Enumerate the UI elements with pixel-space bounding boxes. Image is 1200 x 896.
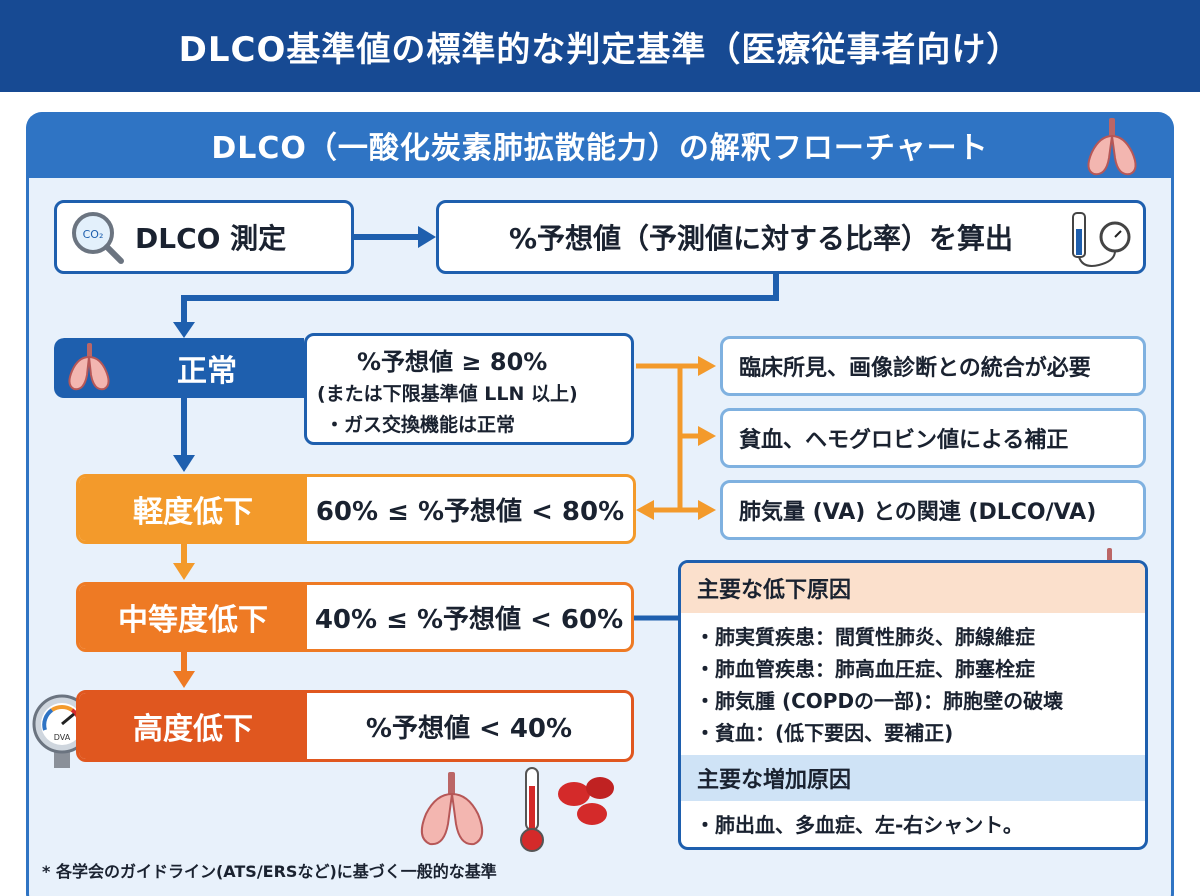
note-anemia: 貧血、ヘモグロビン値による補正 — [720, 408, 1146, 468]
increase-causes-list: ・肺出血、多血症、左-右シャント。 — [681, 801, 1145, 847]
grade-severe-value: %予想値 < 40% — [365, 713, 573, 744]
list-item: ・貧血：(低下要因、要補正) — [695, 721, 954, 745]
decrease-causes-title: 主要な低下原因 — [681, 563, 1145, 613]
grade-mild-value: 60% ≤ %予想値 < 80% — [315, 496, 625, 527]
blood-cells-icon-bottom — [558, 777, 614, 825]
note-va: 肺気量 (VA) との関連 (DLCO/VA) — [720, 480, 1146, 540]
branch-to-notes — [636, 356, 716, 520]
page-header: DLCO基準値の標準的な判定基準（医療従事者向け） — [0, 0, 1200, 92]
grade-moderate-label: 中等度低下 — [79, 585, 307, 649]
arrow-mild-to-moderate — [173, 543, 195, 580]
grade-moderate: 中等度低下 40% ≤ %予想値 < 60% — [76, 582, 634, 652]
grade-mild-label: 軽度低下 — [79, 477, 307, 541]
list-item: ・肺実質疾患：間質性肺炎、肺線維症 — [695, 625, 1035, 649]
grade-moderate-value: 40% ≤ %予想値 < 60% — [314, 604, 624, 635]
panel-title: DLCO（一酸化炭素肺拡散能力）の解釈フローチャート — [211, 131, 989, 166]
lungs-icon-normal — [68, 343, 110, 391]
co2-label: CO₂ — [83, 228, 104, 241]
note-va-text: 肺気量 (VA) との関連 (DLCO/VA) — [739, 500, 1097, 525]
decrease-causes-list: ・肺実質疾患：間質性肺炎、肺線維症 ・肺血管疾患：肺高血圧症、肺塞栓症 ・肺気腫… — [681, 613, 1145, 755]
note-clinical-text: 臨床所見、画像診断との統合が必要 — [739, 356, 1091, 381]
arrow-measure-to-calc — [354, 226, 436, 248]
arrow-calc-to-normal — [173, 274, 779, 338]
grade-normal-label: 正常 — [177, 354, 237, 389]
grade-severe-label: 高度低下 — [79, 693, 307, 759]
arrow-moderate-to-severe — [173, 650, 195, 688]
grade-severe: 高度低下 %予想値 < 40% — [76, 690, 634, 762]
footnote: * 各学会のガイドライン(ATS/ERSなど)に基づく一般的な基準 — [42, 862, 497, 881]
grade-normal-line-2: (または下限基準値 LLN 以上) — [317, 382, 578, 405]
note-anemia-text: 貧血、ヘモグロビン値による補正 — [739, 428, 1069, 453]
measure-label: DLCO 測定 — [135, 222, 287, 255]
measure-box: CO₂ DLCO 測定 — [54, 200, 354, 274]
meter-icon — [1072, 212, 1131, 267]
grade-normal-line-1: %予想値 ≥ 80% — [357, 347, 548, 376]
grade-normal-value-box: %予想値 ≥ 80% (または下限基準値 LLN 以上) ・ガス交換機能は正常 — [304, 333, 634, 445]
arrow-normal-to-mild — [173, 397, 195, 472]
grade-mild: 軽度低下 60% ≤ %予想値 < 80% — [76, 474, 636, 544]
list-item: ・肺出血、多血症、左-右シャント。 — [695, 813, 1023, 837]
grade-normal: 正常 — [54, 338, 634, 444]
list-item: ・肺気腫 (COPDの一部)：肺胞壁の破壊 — [695, 689, 1064, 713]
list-item: ・肺血管疾患：肺高血圧症、肺塞栓症 — [695, 657, 1035, 681]
causes-box: 主要な低下原因 ・肺実質疾患：間質性肺炎、肺線維症 ・肺血管疾患：肺高血圧症、肺… — [678, 560, 1148, 850]
page-title: DLCO基準値の標準的な判定基準（医療従事者向け） — [178, 29, 1022, 70]
grade-normal-line-3: ・ガス交換機能は正常 — [325, 413, 516, 436]
lungs-icon-bottom — [420, 772, 484, 846]
magnifier-icon: CO₂ — [72, 212, 124, 264]
increase-causes-title: 主要な増加原因 — [681, 755, 1145, 801]
gauge-label: DVA — [54, 733, 71, 742]
grade-normal-label-box: 正常 — [54, 338, 304, 398]
panel-header: DLCO（一酸化炭素肺拡散能力）の解釈フローチャート — [26, 112, 1174, 178]
calc-label: %予想値（予測値に対する比率）を算出 — [508, 222, 1014, 255]
calc-box: %予想値（予測値に対する比率）を算出 — [436, 200, 1146, 274]
thermometer-icon — [520, 767, 544, 852]
note-clinical: 臨床所見、画像診断との統合が必要 — [720, 336, 1146, 396]
lungs-icon — [1087, 118, 1137, 176]
